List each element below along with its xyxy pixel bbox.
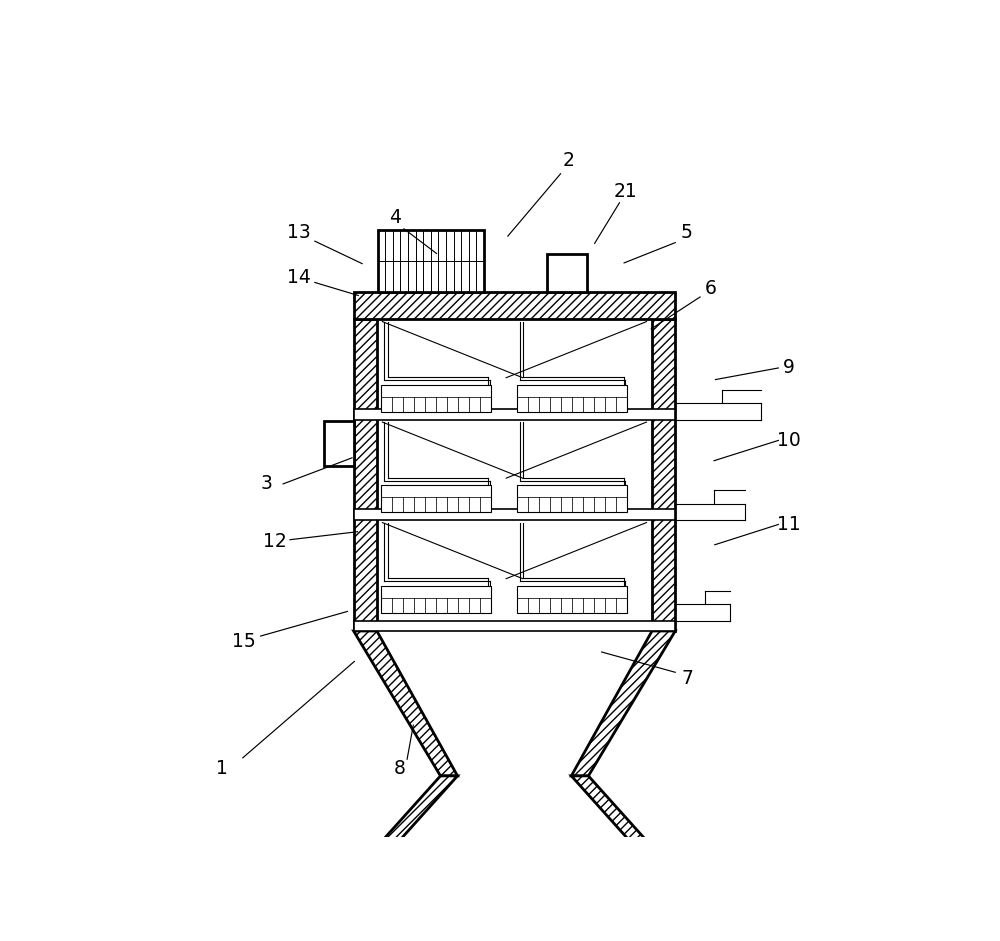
- Text: 2: 2: [562, 152, 574, 170]
- Polygon shape: [376, 776, 458, 848]
- Bar: [354, 621, 675, 631]
- Text: 8: 8: [393, 759, 405, 778]
- Text: 15: 15: [232, 632, 255, 651]
- Text: 10: 10: [777, 431, 801, 450]
- Bar: [517, 385, 627, 412]
- Text: 13: 13: [287, 223, 310, 242]
- Bar: [354, 509, 675, 520]
- Bar: [354, 319, 377, 631]
- Bar: [381, 385, 491, 412]
- Bar: [378, 231, 484, 292]
- Text: 9: 9: [783, 359, 795, 377]
- Polygon shape: [571, 631, 675, 776]
- Bar: [381, 486, 491, 512]
- Bar: [652, 319, 675, 631]
- Text: 1: 1: [216, 759, 228, 778]
- Bar: [381, 585, 491, 613]
- Bar: [517, 585, 627, 613]
- Text: 21: 21: [614, 182, 638, 200]
- Text: 5: 5: [680, 223, 692, 242]
- Bar: [517, 486, 627, 512]
- Bar: [354, 408, 675, 420]
- Polygon shape: [354, 631, 458, 776]
- Text: 14: 14: [287, 268, 311, 287]
- Polygon shape: [571, 776, 653, 848]
- Bar: [324, 421, 354, 466]
- Text: 7: 7: [682, 669, 694, 688]
- Text: 12: 12: [263, 533, 286, 551]
- Bar: [547, 254, 587, 292]
- Bar: [354, 292, 675, 319]
- Text: 3: 3: [261, 474, 273, 493]
- Text: 11: 11: [777, 515, 801, 534]
- Text: 6: 6: [705, 279, 717, 298]
- Text: 4: 4: [389, 208, 401, 227]
